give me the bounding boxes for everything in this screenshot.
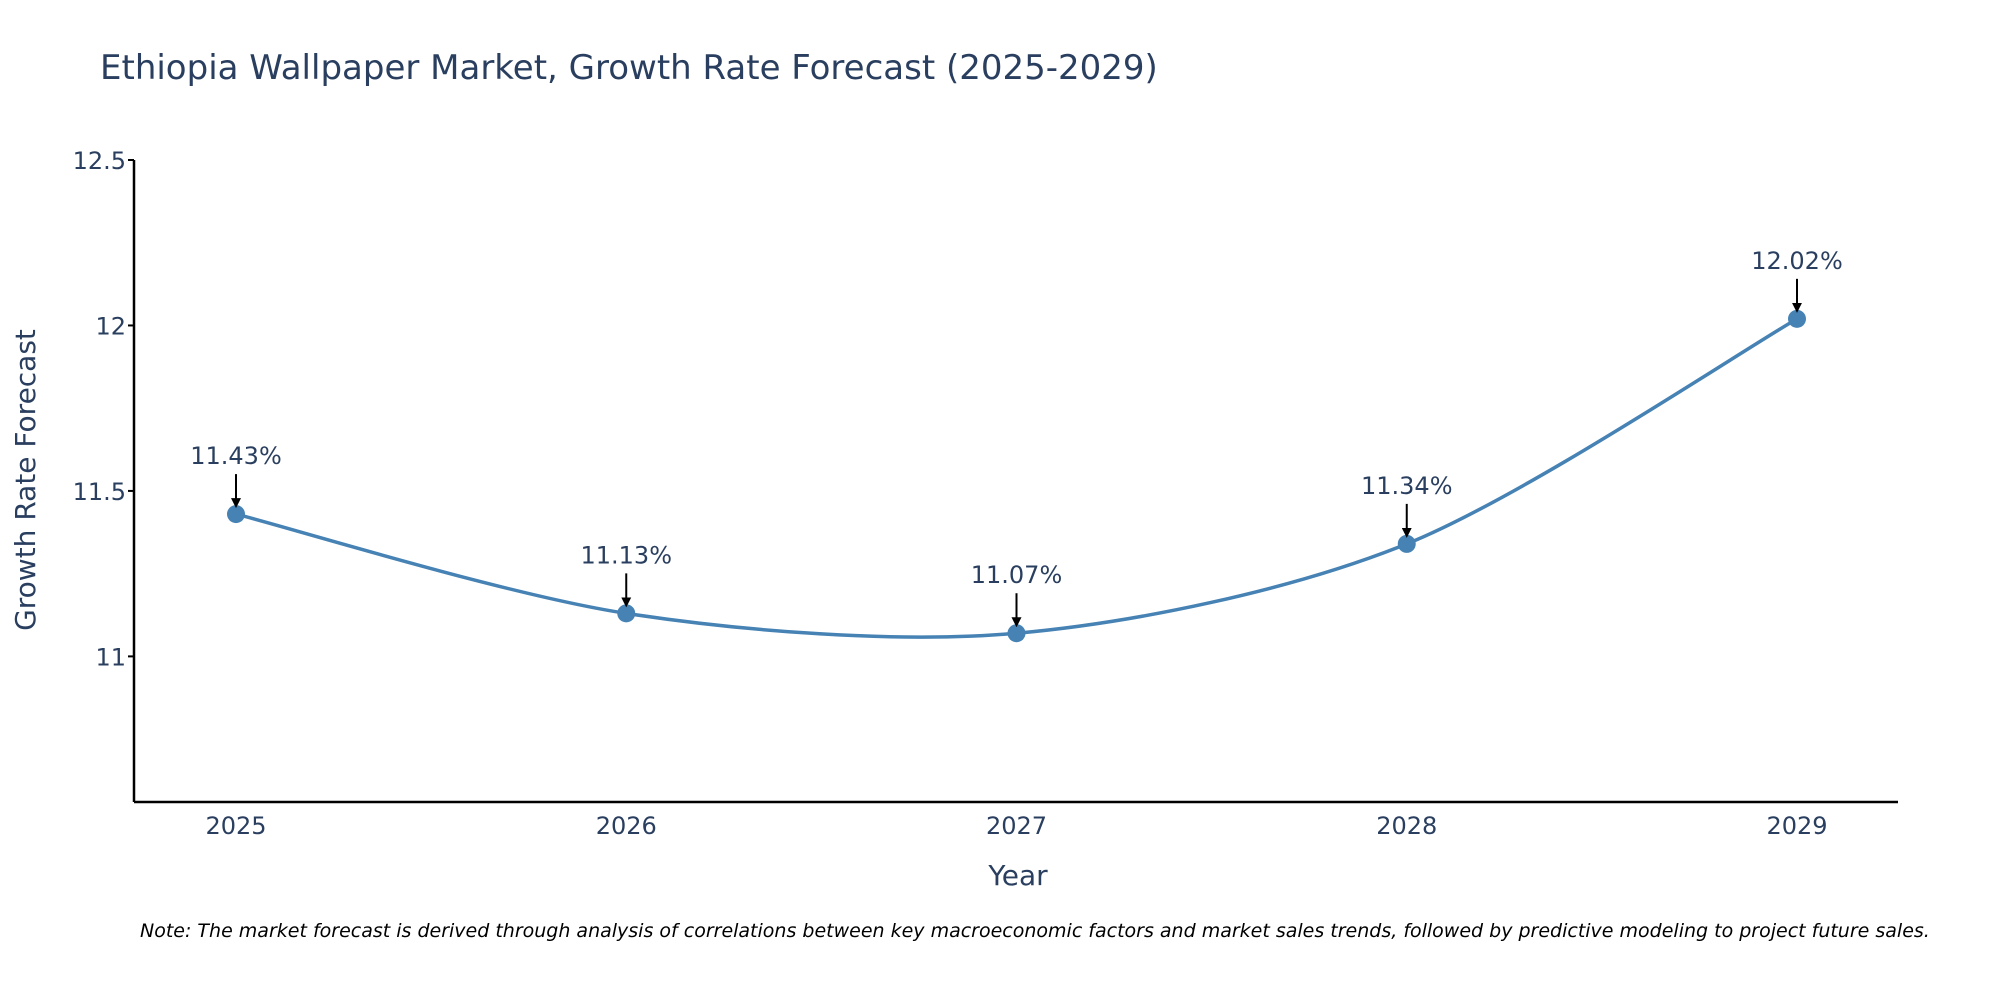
series-line bbox=[235, 317, 1798, 639]
y-axis-title: Growth Rate Forecast bbox=[9, 329, 42, 631]
data-point-2029 bbox=[1788, 309, 1806, 328]
x-tick-label: 2026 bbox=[596, 812, 657, 840]
data-label: 11.07% bbox=[971, 561, 1063, 589]
chart-title: Ethiopia Wallpaper Market, Growth Rate F… bbox=[100, 48, 1158, 88]
x-tick-label: 2025 bbox=[205, 812, 266, 840]
data-point-2027 bbox=[1007, 624, 1026, 643]
y-axis-ticks: 11 11.5 12 12.5 bbox=[73, 147, 134, 671]
x-tick-label: 2028 bbox=[1376, 812, 1437, 840]
x-tick-label: 2027 bbox=[986, 812, 1047, 840]
y-tick-label: 11 bbox=[95, 643, 126, 671]
data-point-2028 bbox=[1397, 534, 1416, 553]
data-point-2025 bbox=[227, 505, 245, 524]
data-annotations: 11.43% 11.13% 11.07% 11.34% 12.02% bbox=[190, 247, 1843, 628]
data-label: 11.43% bbox=[190, 442, 282, 470]
y-tick-label: 12.5 bbox=[73, 147, 126, 175]
data-markers bbox=[227, 309, 1806, 643]
y-tick-label: 12 bbox=[95, 312, 126, 340]
x-axis-title: Year bbox=[987, 859, 1048, 892]
x-axis-ticks: 2025 2026 2027 2028 2029 bbox=[205, 812, 1827, 840]
data-label: 11.34% bbox=[1361, 472, 1453, 500]
data-label: 12.02% bbox=[1751, 247, 1843, 275]
data-point-2026 bbox=[617, 604, 636, 623]
footnote: Note: The market forecast is derived thr… bbox=[140, 920, 1930, 942]
y-tick-label: 11.5 bbox=[73, 478, 126, 506]
data-label: 11.13% bbox=[580, 541, 672, 569]
x-tick-label: 2029 bbox=[1766, 812, 1827, 840]
